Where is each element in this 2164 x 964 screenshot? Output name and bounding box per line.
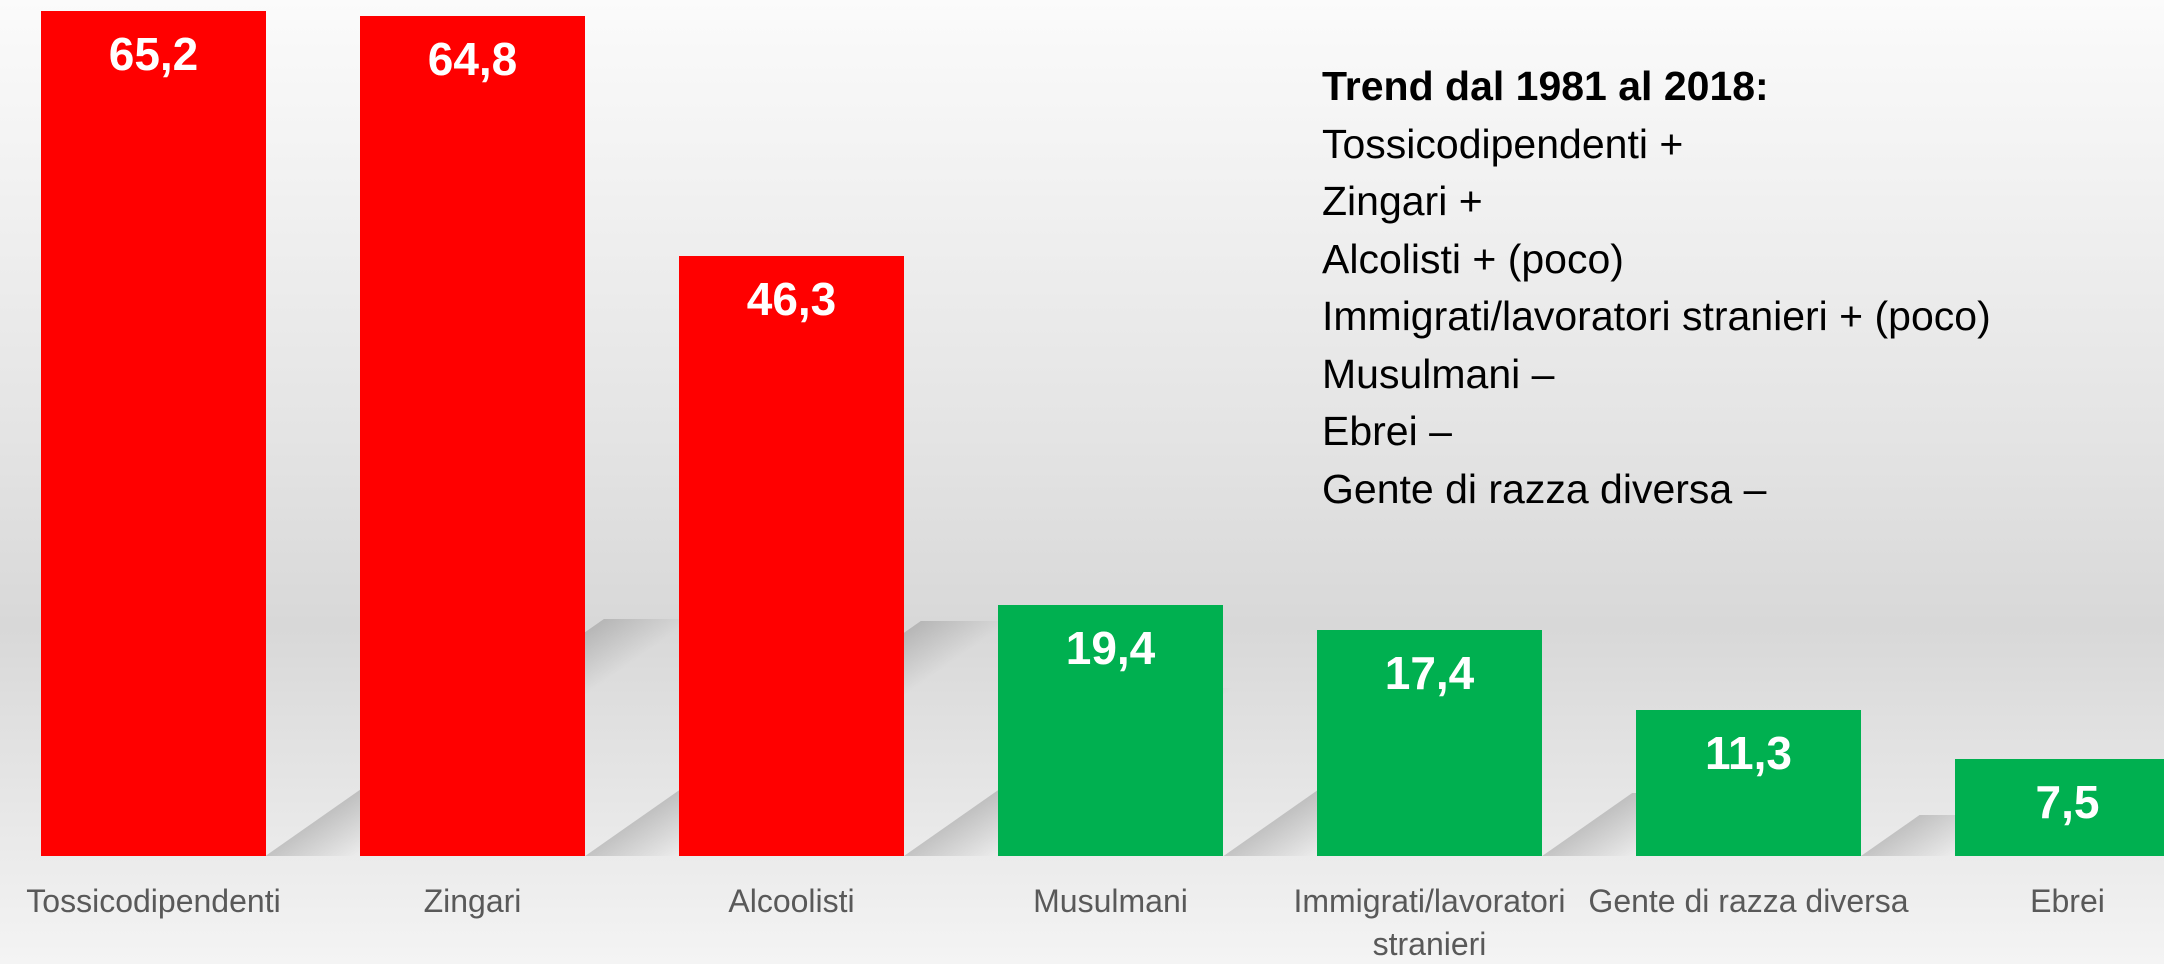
annotation-line: Gente di razza diversa – bbox=[1322, 465, 1767, 512]
data-label: 19,4 bbox=[1065, 621, 1156, 674]
bar: 64,8 bbox=[360, 16, 585, 856]
data-label: 46,3 bbox=[746, 272, 837, 325]
annotation-line: Musulmani – bbox=[1322, 350, 1555, 397]
data-label: 64,8 bbox=[427, 33, 518, 86]
data-label: 65,2 bbox=[108, 28, 199, 80]
annotation-line: Tossicodipendenti + bbox=[1322, 120, 1684, 167]
x-tick-label: Tossicodipendenti bbox=[26, 883, 281, 919]
annotation: Trend dal 1981 al 2018: Tossicodipendent… bbox=[1322, 58, 1991, 518]
x-tick-label: Immigrati/lavoratori stranieri bbox=[1293, 883, 1566, 963]
bar: 65,2 bbox=[41, 11, 266, 856]
x-tick-label: Musulmani bbox=[1033, 883, 1188, 919]
annotation-line: Ebrei – bbox=[1322, 408, 1452, 454]
annotation-line: Alcolisti + (poco) bbox=[1322, 235, 1624, 282]
bar: 17,4 bbox=[1317, 630, 1542, 856]
bar: 11,3 bbox=[1636, 709, 1861, 856]
bar: 46,3 bbox=[679, 255, 904, 856]
x-tick-label: Zingari bbox=[423, 883, 522, 919]
x-tick-label: Gente di razza diversa bbox=[1588, 883, 1909, 919]
annotation-line: Zingari + bbox=[1322, 178, 1483, 224]
x-tick-label: Ebrei bbox=[2030, 883, 2105, 919]
data-label: 11,3 bbox=[1705, 726, 1792, 779]
annotation-title: Trend dal 1981 al 2018: bbox=[1322, 63, 1769, 109]
data-label: 17,4 bbox=[1384, 647, 1475, 700]
bar: 7,5 bbox=[1955, 758, 2164, 856]
bar: 19,4 bbox=[998, 604, 1223, 856]
x-tick-label: Alcoolisti bbox=[728, 883, 855, 919]
annotation-line: Immigrati/lavoratori stranieri + (poco) bbox=[1322, 293, 1991, 339]
data-label: 7,5 bbox=[2035, 775, 2100, 828]
